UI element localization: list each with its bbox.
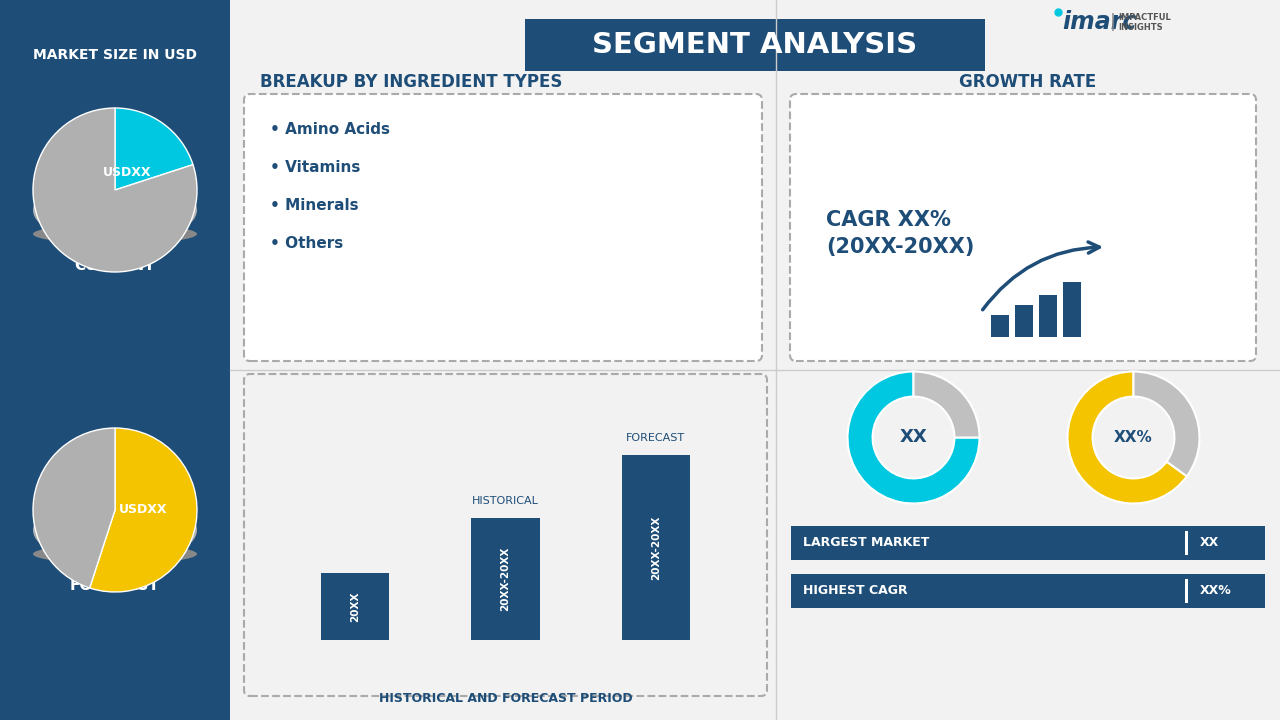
- Text: FORECAST: FORECAST: [626, 433, 685, 444]
- Text: XX: XX: [1201, 536, 1220, 549]
- FancyBboxPatch shape: [790, 94, 1256, 361]
- Bar: [471, 518, 540, 640]
- Ellipse shape: [33, 176, 197, 244]
- Bar: [791, 574, 1265, 608]
- Ellipse shape: [33, 544, 197, 564]
- Text: XX: XX: [900, 428, 928, 446]
- Text: SEGMENT ANALYSIS: SEGMENT ANALYSIS: [593, 31, 918, 59]
- Text: HISTORICAL: HISTORICAL: [472, 496, 539, 506]
- Text: XX%: XX%: [1201, 585, 1231, 598]
- FancyBboxPatch shape: [244, 94, 762, 361]
- Bar: [1185, 579, 1188, 603]
- Text: BREAKUP BY INGREDIENT TYPES: BREAKUP BY INGREDIENT TYPES: [260, 73, 562, 91]
- Text: • Minerals: • Minerals: [270, 199, 358, 214]
- Wedge shape: [1134, 372, 1199, 477]
- Text: • Amino Acids: • Amino Acids: [270, 122, 390, 138]
- Bar: [1185, 531, 1188, 555]
- Text: XX%: XX%: [1114, 430, 1153, 445]
- Text: (20XX-20XX): (20XX-20XX): [826, 238, 974, 258]
- Bar: [1062, 282, 1082, 337]
- Text: 20XX: 20XX: [351, 591, 360, 621]
- Text: FORECAST: FORECAST: [70, 578, 160, 593]
- Text: GROWTH RATE: GROWTH RATE: [960, 73, 1097, 91]
- Text: imarc: imarc: [1062, 10, 1137, 34]
- Text: MARKET SIZE IN USD: MARKET SIZE IN USD: [33, 48, 197, 62]
- Text: • Vitamins: • Vitamins: [270, 161, 361, 176]
- Bar: [991, 315, 1009, 337]
- Text: INSIGHTS: INSIGHTS: [1117, 24, 1162, 32]
- Ellipse shape: [33, 224, 197, 244]
- Wedge shape: [33, 428, 115, 588]
- Wedge shape: [115, 108, 193, 190]
- Bar: [0, 0, 230, 720]
- Text: HIGHEST CAGR: HIGHEST CAGR: [803, 585, 908, 598]
- Text: |: |: [1110, 13, 1116, 31]
- Wedge shape: [847, 372, 979, 503]
- Text: 20XX-20XX: 20XX-20XX: [500, 547, 511, 611]
- Text: • Others: • Others: [270, 236, 343, 251]
- Wedge shape: [33, 108, 197, 272]
- FancyBboxPatch shape: [525, 19, 986, 71]
- Bar: [1039, 295, 1057, 337]
- Bar: [791, 526, 1265, 560]
- Ellipse shape: [33, 496, 197, 564]
- Wedge shape: [1068, 372, 1187, 503]
- Text: HISTORICAL AND FORECAST PERIOD: HISTORICAL AND FORECAST PERIOD: [379, 692, 632, 705]
- Bar: [622, 455, 690, 640]
- FancyArrowPatch shape: [983, 242, 1100, 310]
- Text: USDXX: USDXX: [119, 503, 168, 516]
- FancyBboxPatch shape: [244, 374, 767, 696]
- Wedge shape: [914, 372, 979, 438]
- Text: 20XX-20XX: 20XX-20XX: [650, 516, 660, 580]
- Text: LARGEST MARKET: LARGEST MARKET: [803, 536, 929, 549]
- Text: IMPACTFUL: IMPACTFUL: [1117, 14, 1171, 22]
- Bar: [321, 573, 389, 640]
- Bar: [1015, 305, 1033, 337]
- Text: USDXX: USDXX: [102, 166, 151, 179]
- Text: CAGR XX%: CAGR XX%: [826, 210, 951, 230]
- Wedge shape: [90, 428, 197, 592]
- Text: CURRENT: CURRENT: [74, 258, 155, 274]
